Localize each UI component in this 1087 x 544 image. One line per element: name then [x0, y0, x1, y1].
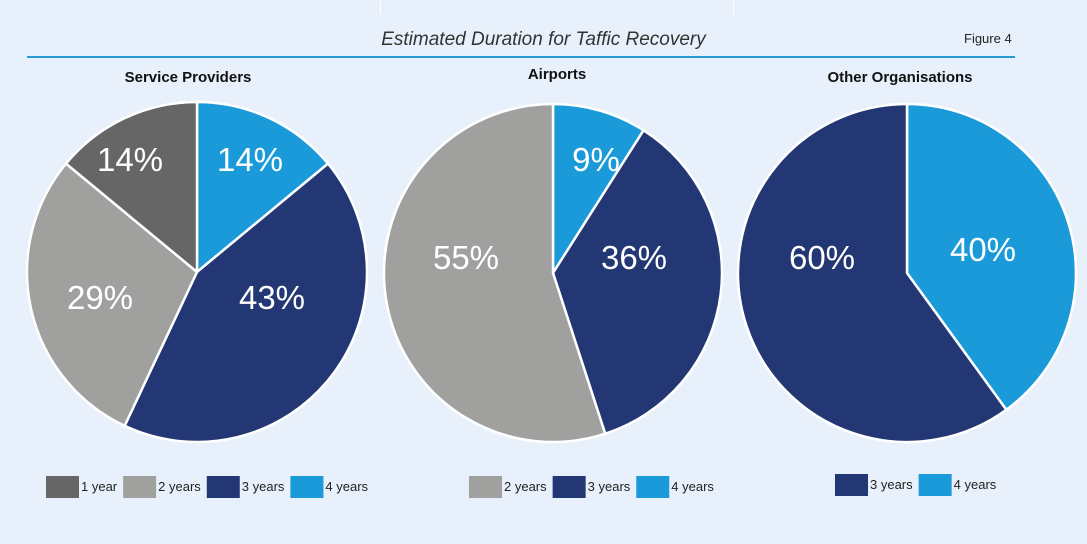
- legend-swatch-3-years: [835, 474, 868, 496]
- legend-swatch-2-years: [469, 476, 502, 498]
- figure-label: Figure 4: [964, 31, 1012, 46]
- slice-percent-label: 9%: [572, 141, 620, 178]
- legend-label: 4 years: [325, 479, 368, 494]
- pie-chart-airports: Airports 9% 36% 55% 2 years 3 years 4 years: [382, 66, 724, 498]
- pie-chart-service-providers: Service Providers 14% 43% 29% 14% 1 year 2 yea…: [25, 69, 369, 498]
- pie-slice-3-years: [736, 102, 1008, 444]
- legend-label: 3 years: [588, 479, 631, 494]
- legend-label: 4 years: [671, 479, 714, 494]
- pie-slice-2-years: [25, 162, 199, 428]
- pie-slice-2-years: [382, 102, 607, 444]
- legend-label: 4 years: [954, 477, 997, 492]
- legend-label: 1 year: [81, 479, 118, 494]
- legend-swatch-4-years: [290, 476, 324, 498]
- pie-slice-1-year: [64, 100, 199, 274]
- pie-slice-3-years: [551, 129, 724, 435]
- legend-swatch-4-years: [636, 476, 670, 498]
- pie-slice-4-years: [905, 102, 1078, 411]
- legend-swatch-4-years: [918, 474, 952, 496]
- pie-slice-4-years: [195, 100, 330, 274]
- slice-percent-label: 43%: [239, 279, 305, 316]
- slice-percent-label: 14%: [97, 141, 163, 178]
- legend: 2 years 3 years 4 years: [469, 476, 714, 498]
- legend-swatch-2-years: [123, 476, 157, 498]
- legend-label: 3 years: [242, 479, 285, 494]
- legend-label: 2 years: [504, 479, 547, 494]
- pie-slice-4-years: [551, 102, 645, 275]
- legend-label: 3 years: [870, 477, 913, 492]
- figure-title: Estimated Duration for Taffic Recovery: [381, 29, 706, 50]
- pie-slice-3-years: [123, 162, 369, 444]
- pie-title: Service Providers: [125, 69, 252, 86]
- title-rule: [27, 56, 1015, 58]
- legend-swatch-3-years: [206, 476, 240, 498]
- legend-swatch-3-years: [552, 476, 586, 498]
- top-divider-left: [380, 0, 381, 14]
- legend-label: 2 years: [158, 479, 201, 494]
- pie-title: Other Organisations: [827, 69, 972, 86]
- slice-percent-label: 36%: [601, 239, 667, 276]
- slice-percent-label: 60%: [789, 239, 855, 276]
- slice-percent-label: 14%: [217, 141, 283, 178]
- slice-percent-label: 40%: [950, 231, 1016, 268]
- legend-swatch-1-year: [46, 476, 79, 498]
- slice-percent-label: 55%: [433, 239, 499, 276]
- legend: 1 year 2 years 3 years 4 years: [46, 476, 369, 498]
- pie-chart-other-organisations: Other Organisations 40% 60% 3 years 4 years: [736, 69, 1078, 496]
- pie-title: Airports: [528, 66, 586, 83]
- legend: 3 years 4 years: [835, 474, 997, 496]
- slice-percent-label: 29%: [67, 279, 133, 316]
- top-divider-right: [733, 0, 734, 14]
